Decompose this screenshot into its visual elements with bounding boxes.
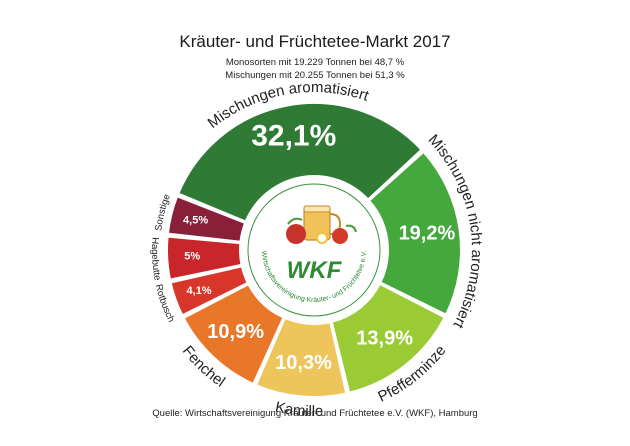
category-label-3: Kamille	[274, 399, 324, 420]
value-label-4: 10,9%	[207, 321, 264, 343]
fruit-icon	[286, 217, 357, 244]
chart-subtitle-monosorten: Monosorten mit 19.229 Tonnen bei 48,7 %	[225, 57, 405, 68]
chart-slices	[166, 102, 462, 398]
slice-mischungen-nicht-aromatisiert	[367, 150, 462, 316]
chart-source: Quelle: Wirtschaftsvereinigung Kräuter- …	[152, 408, 478, 419]
value-label-7: 4,5%	[183, 215, 208, 227]
logo-acronym: WKF	[287, 257, 343, 284]
value-label-0: 32,1%	[251, 120, 336, 153]
logo-background	[241, 177, 387, 323]
logo-ring	[247, 183, 381, 317]
value-label-1: 19,2%	[399, 223, 456, 245]
slice-pfefferminze	[330, 282, 446, 394]
slice-kamille	[254, 316, 348, 398]
wkf-logo: Wirtschaftsvereinigung Kräuter- und Früc…	[241, 177, 387, 323]
value-label-5: 4,1%	[187, 285, 212, 297]
value-label-2: 13,9%	[356, 328, 413, 350]
category-label-6: Hagebutte	[149, 237, 163, 281]
chart-title: Kräuter- und Früchtetee-Markt 2017	[179, 32, 451, 51]
slice-hagebutte	[166, 235, 243, 281]
slice-rotbusch	[169, 265, 250, 317]
slice-mischungen-aromatisiert	[176, 102, 423, 223]
chart-subtitle-mischungen: Mischungen mit 20.255 Tonnen bei 51,3 %	[225, 70, 405, 81]
value-label-3: 10,3%	[275, 352, 332, 374]
chart-value-labels: 32,1% 19,2% 13,9% 10,3% 10,9% 4,1% 5% 4,5%	[183, 120, 455, 374]
value-label-6: 5%	[184, 251, 200, 263]
slice-sonstige	[166, 195, 247, 243]
slice-fenchel	[182, 282, 285, 386]
